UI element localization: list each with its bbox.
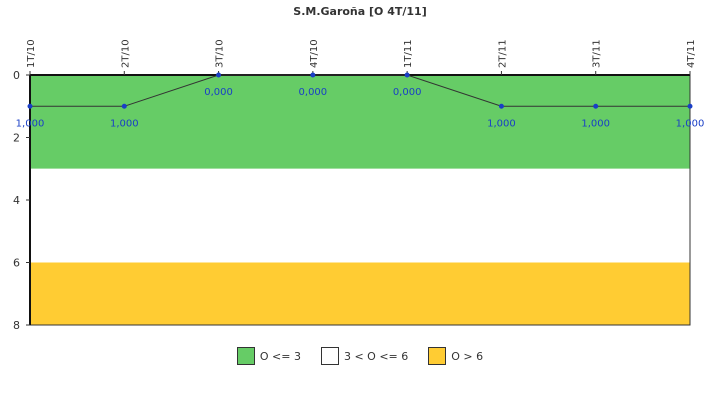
data-point — [216, 72, 222, 78]
y-tick-label: 0 — [13, 69, 20, 82]
data-label: 0,000 — [393, 87, 422, 98]
x-tick-label: 3T/11 — [592, 39, 603, 68]
data-label: 1,000 — [16, 118, 45, 129]
y-tick-label: 6 — [13, 257, 20, 270]
data-label: 1,000 — [581, 118, 610, 129]
series-line — [30, 74, 690, 107]
legend: O <= 3 3 < O <= 6 O > 6 — [0, 344, 720, 368]
legend-item: O > 6 — [428, 344, 483, 368]
data-point — [687, 103, 693, 109]
data-label: 0,000 — [299, 87, 328, 98]
y-tick-label: 4 — [13, 194, 20, 207]
data-point — [593, 103, 599, 109]
legend-item: 3 < O <= 6 — [320, 344, 409, 368]
legend-swatch — [428, 347, 447, 365]
data-label: 1,000 — [110, 118, 139, 129]
band-0 — [30, 75, 690, 169]
data-label: 0,000 — [204, 87, 233, 98]
legend-item: O <= 3 — [236, 344, 301, 368]
data-point — [404, 72, 410, 78]
x-tick-label: 4T/10 — [309, 39, 320, 68]
axis-layer: 0 2 4 6 8 1T/10 2T/10 3T/10 4T/10 1T/11 2T/11 3T/11… — [13, 39, 697, 332]
series-layer: 1,000 1,000 0,000 0,000 0,000 1,000 1,000 1,000 — [16, 72, 705, 129]
data-point — [498, 103, 504, 109]
data-label: 1,000 — [676, 118, 705, 129]
x-tick-label: 4T/11 — [686, 39, 697, 68]
x-tick-label: 1T/11 — [403, 39, 414, 68]
band-1 — [30, 168, 690, 263]
chart-title: S.M.Garoña [O 4T/11] — [293, 5, 426, 18]
x-tick-label: 2T/11 — [497, 39, 508, 68]
legend-label: O > 6 — [451, 349, 484, 363]
data-point — [121, 103, 127, 109]
data-point — [310, 72, 316, 78]
legend-label: O <= 3 — [259, 349, 301, 363]
x-tick-label: 3T/10 — [215, 39, 226, 68]
y-tick-label: 8 — [13, 319, 20, 332]
data-point — [27, 103, 33, 109]
data-label: 1,000 — [487, 118, 516, 129]
bands-layer — [30, 75, 690, 325]
legend-swatch — [320, 347, 339, 365]
legend-label: 3 < O <= 6 — [343, 349, 409, 363]
band-2 — [30, 262, 690, 325]
x-tick-label: 1T/10 — [26, 39, 37, 68]
y-tick-label: 2 — [13, 132, 20, 145]
legend-swatch — [236, 347, 255, 365]
x-tick-label: 2T/10 — [120, 39, 131, 68]
